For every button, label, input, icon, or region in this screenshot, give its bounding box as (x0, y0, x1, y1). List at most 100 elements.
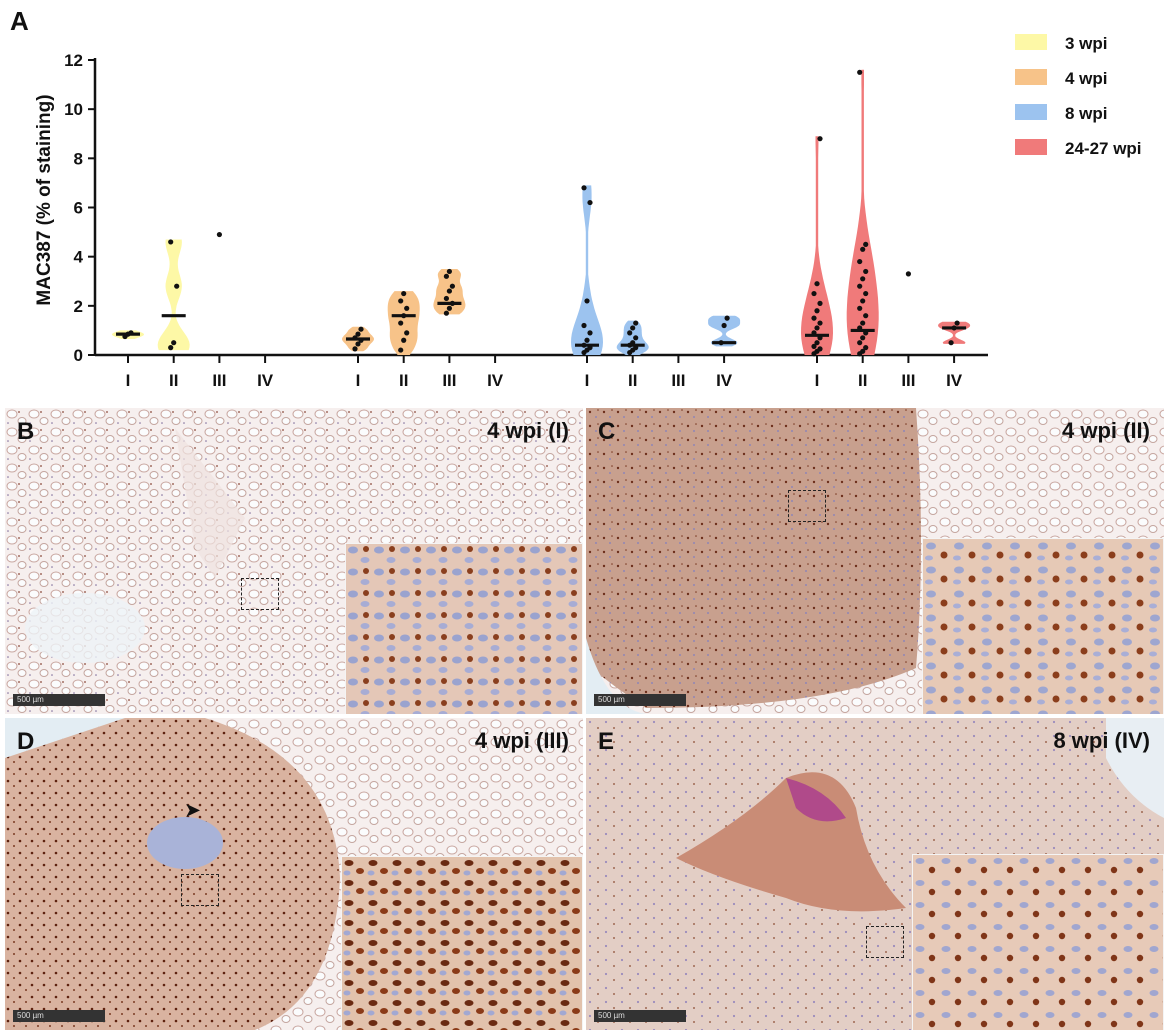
violin-shape (938, 321, 971, 344)
x-tick-label: III (212, 371, 226, 390)
x-tick-label: IV (487, 371, 504, 390)
data-point (633, 320, 639, 326)
data-point (857, 258, 863, 265)
chart-medians (116, 301, 967, 347)
violin-shape (801, 136, 833, 355)
data-point (814, 340, 820, 346)
data-point (860, 298, 866, 304)
data-point (449, 283, 455, 289)
violin-shape (846, 69, 879, 356)
data-point (817, 320, 823, 326)
micrograph-panel-c: C 4 wpi (II) 500 µm (586, 408, 1164, 714)
data-point (398, 320, 404, 326)
data-point (860, 348, 866, 354)
violin-shape (387, 291, 420, 355)
data-point (863, 268, 869, 275)
data-point (863, 290, 869, 297)
data-point (355, 341, 361, 347)
data-point (948, 340, 954, 346)
panel-title-b: 4 wpi (I) (487, 418, 569, 443)
data-point (443, 295, 449, 302)
panel-title-d: 4 wpi (III) (474, 728, 569, 753)
data-point (398, 347, 404, 353)
data-point (358, 326, 364, 332)
data-point (860, 320, 866, 326)
data-point (171, 340, 177, 346)
data-point (401, 290, 407, 297)
region-of-interest-box (241, 578, 279, 610)
data-point (446, 288, 452, 294)
y-tick-label: 12 (64, 51, 83, 70)
data-point (860, 276, 866, 282)
data-point (446, 305, 452, 311)
magnified-inset (912, 854, 1164, 1030)
panel-letter-e: E (598, 728, 615, 755)
panel-letter-a: A (10, 6, 29, 36)
data-point (863, 345, 869, 351)
x-tick-label: II (399, 371, 408, 390)
legend-swatch (1015, 139, 1047, 155)
data-point (401, 337, 407, 343)
region-of-interest-box (866, 926, 904, 958)
data-point (817, 300, 823, 306)
x-tick-label: I (356, 371, 361, 390)
data-point (404, 330, 410, 336)
data-point (352, 346, 358, 352)
panel-letter-d: D (17, 728, 35, 755)
data-point (633, 335, 639, 341)
legend-swatch (1015, 69, 1047, 85)
data-point (168, 239, 174, 245)
panel-title-e: 8 wpi (IV) (1053, 728, 1150, 753)
y-tick-label: 6 (74, 199, 83, 218)
scale-bar-d: 500 µm (13, 1010, 105, 1022)
legend-label: 8 wpi (1065, 104, 1108, 123)
legend-label: 3 wpi (1065, 34, 1108, 53)
magnified-inset (922, 538, 1164, 714)
data-point (443, 273, 449, 279)
y-tick-label: 10 (64, 100, 83, 119)
legend-label: 24-27 wpi (1065, 139, 1142, 158)
y-tick-label: 0 (74, 346, 83, 365)
x-tick-label: II (628, 371, 637, 390)
arrowhead-marker: ➤ (185, 800, 201, 820)
region-of-interest-box (181, 874, 219, 906)
data-point (860, 246, 866, 252)
micrograph-panel-d: ➤ D 4 wpi (III) 500 µm (5, 718, 583, 1030)
data-point (814, 281, 820, 287)
legend-swatch (1015, 34, 1047, 50)
x-tick-label: III (671, 371, 685, 390)
data-point (581, 185, 587, 191)
legend-swatch (1015, 104, 1047, 120)
data-point (954, 320, 960, 326)
legend-label: 4 wpi (1065, 69, 1108, 88)
data-point (857, 69, 863, 75)
data-point (443, 310, 449, 316)
x-tick-label: IV (257, 371, 274, 390)
data-point (857, 283, 863, 289)
scale-bar-e: 500 µm (594, 1010, 686, 1022)
data-point (627, 330, 633, 336)
data-point (863, 313, 869, 319)
data-point (446, 268, 452, 275)
data-point (863, 241, 869, 247)
x-tick-label: III (901, 371, 915, 390)
x-tick-label: IV (716, 371, 733, 390)
panel-letter-c: C (598, 418, 616, 445)
violin-shape (571, 185, 603, 355)
data-point (860, 335, 866, 341)
y-tick-label: 8 (74, 149, 83, 168)
data-point (817, 136, 823, 142)
x-tick-label: IV (946, 371, 963, 390)
scale-bar-c: 500 µm (594, 694, 686, 706)
data-point (724, 315, 730, 321)
y-tick-label: 2 (74, 297, 83, 316)
violin-shape (708, 315, 741, 347)
data-point (811, 343, 817, 349)
x-tick-label: I (815, 371, 820, 390)
x-tick-label: I (585, 371, 590, 390)
data-point (404, 305, 410, 311)
x-tick-label: III (442, 371, 456, 390)
data-point (174, 283, 180, 289)
